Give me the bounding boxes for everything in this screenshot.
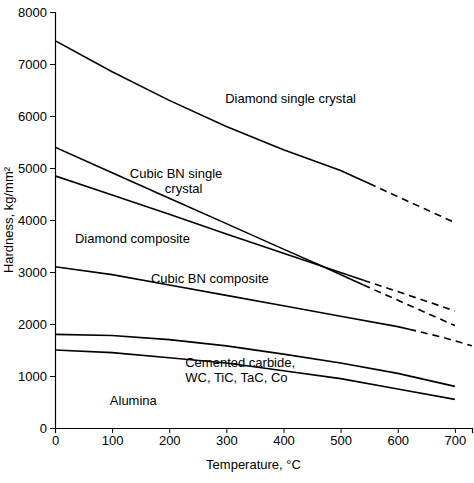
tick-mark [50,116,55,117]
tick-mark [50,324,55,325]
tick: 0 [52,428,59,448]
tick-label: 2000 [18,317,47,332]
tick-label: 6000 [18,109,47,124]
tick: 1000 [18,369,55,384]
tick: 4000 [18,213,55,228]
series-label-line: Cemented carbide, [185,355,295,370]
tick-label: 200 [159,433,181,448]
tick: 7000 [18,57,55,72]
series-label-line: Alumina [110,393,158,408]
tick-mark [50,272,55,273]
tick-label: 0 [52,433,59,448]
series-label-line: Cubic BN composite [151,271,269,286]
series-label-line: WC, TiC, TaC, Co [185,370,287,385]
series-label: Diamond single crystal [225,91,356,106]
tick-label: 3000 [18,265,47,280]
tick-label: 100 [102,433,124,448]
tick-label: 300 [216,433,238,448]
tick: 0 [40,421,55,436]
tick-label: 5000 [18,161,47,176]
series-label-line: Cubic BN single [130,166,223,181]
series-label: Alumina [110,393,158,408]
tick: 8000 [18,5,55,20]
tick: 200 [159,428,181,448]
tick-mark [50,376,55,377]
series-line [55,41,369,184]
series-line [55,267,409,329]
series-line [369,184,455,223]
series-line [409,329,472,346]
y-axis-title: Hardness, kg/mm² [1,166,16,273]
series-line [55,334,455,386]
lines [55,41,472,400]
tick: 300 [216,428,238,448]
tick-label: 4000 [18,213,47,228]
tick-mark [50,168,55,169]
chart: 0100200300400500600700010002000300040005… [0,0,474,483]
tick: 5000 [18,161,55,176]
tick: 3000 [18,265,55,280]
tick: 600 [387,428,409,448]
tick: 6000 [18,109,55,124]
tick-mark [50,64,55,65]
tick-label: 0 [40,421,47,436]
tick-label: 700 [445,433,467,448]
tick: 500 [330,428,352,448]
tick-label: 600 [387,433,409,448]
series-label-line: crystal [165,181,203,196]
tick-label: 400 [273,433,295,448]
series-line [55,176,363,281]
x-axis-title: Temperature, °C [206,457,301,472]
tick-mark [50,428,55,429]
tick-label: 7000 [18,57,47,72]
tick-mark [50,220,55,221]
series-label-line: Diamond composite [75,231,190,246]
tick: 2000 [18,317,55,332]
tick-label: 1000 [18,369,47,384]
x-axis: 0 100 200 300 400 500 600 700 [52,428,473,448]
tick: 100 [102,428,124,448]
plot: 0100200300400500600700010002000300040005… [18,5,472,449]
tick: 400 [273,428,295,448]
y-axis: 0 1000 2000 3000 4000 5000 6000 7000 8000 [18,5,55,436]
tick-label: 8000 [18,5,47,20]
series-line [55,147,363,285]
series-label-line: Diamond single crystal [225,91,356,106]
series-label: Diamond composite [75,231,190,246]
series-labels: Diamond single crystal Cubic BN singlecry… [75,91,356,408]
series-line [363,285,454,326]
series-label: Cubic BN singlecrystal [130,166,223,196]
axis-line [50,13,56,429]
tick-label: 500 [330,433,352,448]
series-line [55,350,455,399]
tick: 700 [445,428,467,448]
tick-mark [50,12,55,13]
series-label: Cemented carbide,WC, TiC, TaC, Co [185,355,295,385]
series-line [363,280,454,311]
series-label: Cubic BN composite [151,271,269,286]
